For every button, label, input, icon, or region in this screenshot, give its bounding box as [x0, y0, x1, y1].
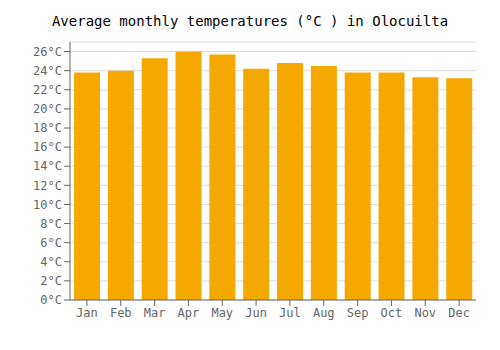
svg-text:Mar: Mar — [144, 306, 166, 320]
svg-text:Sep: Sep — [347, 306, 369, 320]
svg-text:16°C: 16°C — [33, 140, 62, 154]
svg-text:Jun: Jun — [245, 306, 267, 320]
svg-text:2°C: 2°C — [40, 274, 62, 288]
svg-text:24°C: 24°C — [33, 64, 62, 78]
html-text:Average monthly temperatures (: Average monthly temperatures (°C ) in Ol… — [51, 13, 449, 29]
svg-text:Jan: Jan — [76, 306, 98, 320]
svg-text:Apr: Apr — [178, 306, 200, 320]
svg-text:20°C: 20°C — [33, 102, 62, 116]
svg-text:22°C: 22°C — [33, 83, 62, 97]
svg-text:6°C: 6°C — [40, 236, 62, 250]
svg-text:10°C: 10°C — [33, 198, 62, 212]
svg-text:4°C: 4°C — [40, 255, 62, 269]
svg-text:Jul: Jul — [279, 306, 301, 320]
svg-text:26°C: 26°C — [33, 45, 62, 59]
svg-text:Oct: Oct — [381, 306, 403, 320]
svg-text:0°C: 0°C — [40, 293, 62, 307]
svg-text:Dec: Dec — [448, 306, 470, 320]
svg-text:18°C: 18°C — [33, 121, 62, 135]
svg-text:Nov: Nov — [414, 306, 436, 320]
svg-text:Feb: Feb — [110, 306, 132, 320]
svg-text:12°C: 12°C — [33, 179, 62, 193]
svg-text:14°C: 14°C — [33, 159, 62, 173]
svg-text:May: May — [211, 306, 233, 320]
svg-text:Aug: Aug — [313, 306, 335, 320]
svg-text:8°C: 8°C — [40, 217, 62, 231]
